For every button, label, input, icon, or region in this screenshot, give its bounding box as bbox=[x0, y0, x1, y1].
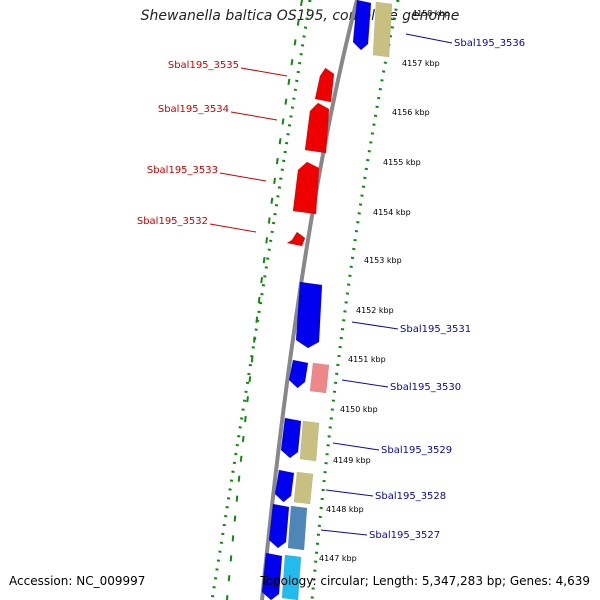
scale-tick-label: 4152 kbp bbox=[356, 306, 394, 315]
scale-tick-label: 4158 kbp bbox=[412, 9, 450, 18]
gene-sbal195-3536[interactable] bbox=[352, 0, 372, 51]
gene-sbal195-3532[interactable] bbox=[286, 231, 306, 247]
scale-tick-label: 4154 kbp bbox=[373, 208, 411, 217]
gene-sbal195-3530[interactable] bbox=[309, 362, 330, 394]
scale-tick-label: 4157 kbp bbox=[402, 59, 440, 68]
gene-label-reverse[interactable]: Sbal195_3534 bbox=[158, 104, 229, 115]
gene-sbal195-3528[interactable] bbox=[293, 471, 314, 505]
gene-label-reverse[interactable]: Sbal195_3535 bbox=[168, 60, 239, 71]
genome-summary-text: Topology: circular; Length: 5,347,283 bp… bbox=[260, 574, 590, 588]
scale-tick-label: 4147 kbp bbox=[319, 554, 357, 563]
gene-features bbox=[261, 0, 393, 600]
genome-backbone bbox=[260, 0, 359, 600]
label-leader-line bbox=[341, 379, 389, 388]
label-leader-line bbox=[219, 172, 267, 182]
gene-feature[interactable] bbox=[261, 552, 283, 600]
gene-label-forward[interactable]: Sbal195_3529 bbox=[381, 445, 452, 456]
label-leader-line bbox=[351, 321, 399, 330]
scale-tick-label: 4148 kbp bbox=[326, 505, 364, 514]
gene-sbal195-3531[interactable] bbox=[295, 281, 323, 349]
gc-track-right bbox=[310, 0, 400, 600]
scale-tick-label: 4156 kbp bbox=[392, 108, 430, 117]
gene-sbal195-3534[interactable] bbox=[304, 102, 330, 154]
gene-label-forward[interactable]: Sbal195_3527 bbox=[369, 530, 440, 541]
gene-feature-khaki[interactable] bbox=[372, 1, 393, 58]
gene-sbal195-3535[interactable] bbox=[314, 67, 335, 103]
label-leader-line bbox=[230, 111, 278, 121]
gene-label-reverse[interactable]: Sbal195_3533 bbox=[147, 165, 218, 176]
gene-feature-cyan[interactable] bbox=[281, 554, 302, 600]
scale-tick-label: 4155 kbp bbox=[383, 158, 421, 167]
scale-ticks: 4158 kbp 4157 kbp 4156 kbp 4155 kbp 4154 kbp… bbox=[319, 9, 450, 563]
accession-text: Accession: NC_009997 bbox=[9, 574, 146, 588]
gene-label-reverse[interactable]: Sbal195_3532 bbox=[137, 216, 208, 227]
label-leader-line bbox=[240, 67, 288, 77]
label-leader-line bbox=[405, 33, 453, 44]
label-leader-line bbox=[320, 529, 368, 536]
gene-label-forward[interactable]: Sbal195_3531 bbox=[400, 324, 471, 335]
gene-feature[interactable] bbox=[280, 417, 302, 459]
gene-label-forward[interactable]: Sbal195_3536 bbox=[454, 38, 525, 49]
scale-tick-label: 4151 kbp bbox=[348, 355, 386, 364]
scale-tick-label: 4150 kbp bbox=[340, 405, 378, 414]
gene-label-forward[interactable]: Sbal195_3530 bbox=[390, 382, 461, 393]
gene-feature[interactable] bbox=[274, 469, 295, 503]
gc-skew-dots bbox=[210, 0, 400, 600]
scale-tick-label: 4149 kbp bbox=[333, 456, 371, 465]
gene-sbal195-3533[interactable] bbox=[292, 161, 320, 215]
label-leader-line bbox=[209, 223, 257, 233]
gene-feature[interactable] bbox=[268, 503, 290, 549]
scale-tick-label: 4153 kbp bbox=[364, 256, 402, 265]
label-leader-line bbox=[325, 489, 374, 497]
gene-sbal195-3529[interactable] bbox=[299, 420, 320, 462]
gene-sbal195-3527[interactable] bbox=[287, 505, 308, 551]
gene-feature[interactable] bbox=[288, 359, 309, 389]
gene-labels: Sbal195_3535 Sbal195_3534 Sbal195_3533 Sbal… bbox=[137, 33, 525, 541]
label-leader-line bbox=[332, 442, 380, 451]
gene-label-forward[interactable]: Sbal195_3528 bbox=[375, 491, 446, 502]
